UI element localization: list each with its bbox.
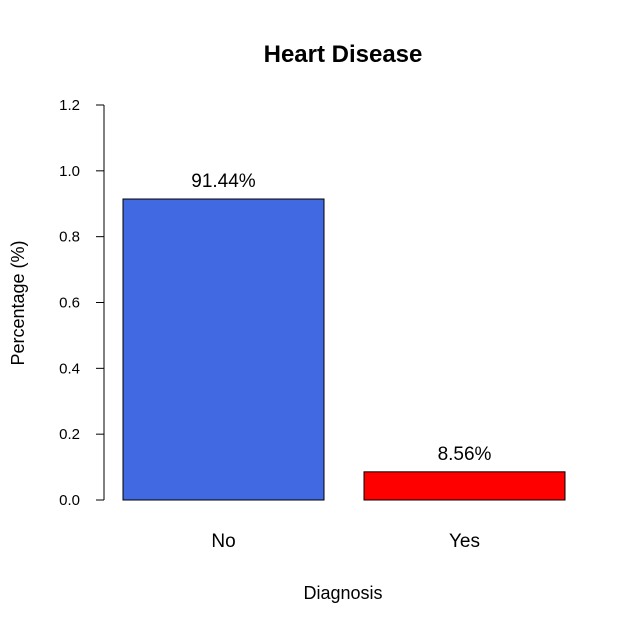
data-labels: 91.44% 8.56%	[191, 171, 491, 465]
y-axis: 0.0 0.2 0.4 0.6 0.8 1.0 1.2	[59, 97, 105, 509]
y-tick-label: 0.8	[59, 229, 80, 246]
y-tick-label: 0.6	[59, 295, 80, 312]
bar-yes	[363, 471, 566, 501]
y-ticks: 0.0 0.2 0.4 0.6 0.8 1.0 1.2	[59, 97, 104, 509]
category-label-yes: Yes	[449, 531, 480, 552]
y-tick-label: 1.0	[59, 163, 80, 180]
category-label-no: No	[211, 531, 235, 552]
data-label-yes: 8.56%	[438, 444, 492, 465]
bars	[122, 198, 566, 501]
data-label-no: 91.44%	[191, 171, 256, 192]
x-axis-title: Diagnosis	[303, 583, 382, 603]
bar-no	[122, 198, 325, 501]
y-tick-label: 0.0	[59, 492, 80, 509]
y-tick-label: 0.2	[59, 426, 80, 443]
chart-title: Heart Disease	[264, 41, 423, 68]
y-tick-label: 0.4	[59, 360, 80, 377]
category-labels: No Yes	[211, 531, 480, 552]
y-tick-label: 1.2	[59, 97, 80, 114]
y-axis-title: Percentage (%)	[8, 240, 28, 365]
